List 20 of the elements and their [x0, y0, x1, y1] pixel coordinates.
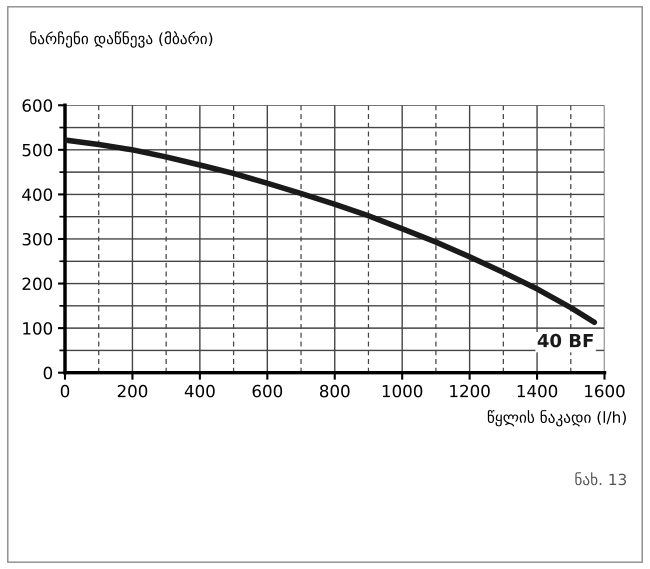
x-tick-label: 400 — [184, 384, 215, 398]
y-tick-label: 0 — [44, 366, 52, 380]
x-tick-label: 0 — [60, 384, 70, 398]
y-tick-label: 200 — [22, 278, 52, 290]
x-tick-label: 1200 — [450, 384, 490, 398]
y-tick-label: 500 — [22, 144, 52, 156]
y-tick-label: 400 — [22, 188, 52, 201]
y-tick-label: 100 — [23, 322, 52, 335]
y-tick-label: 300 — [22, 232, 52, 246]
x-axis-title: წყლის ნაკადი (l/h) — [488, 410, 626, 426]
x-tick-label: 600 — [252, 384, 282, 398]
y-tick-label: 600 — [22, 99, 52, 112]
x-tick-label: 1000 — [382, 384, 422, 398]
x-tick-label: 1400 — [518, 384, 558, 398]
series-label: 40 BF — [538, 334, 593, 348]
x-tick-label: 200 — [118, 384, 148, 398]
text: ნახ. 13 — [575, 472, 626, 486]
x-tick-label: 1600 — [585, 384, 625, 398]
x-tick-label: 800 — [320, 384, 350, 398]
y-axis-title: ნარჩენი დაწნევა (მბარი) — [30, 31, 212, 48]
